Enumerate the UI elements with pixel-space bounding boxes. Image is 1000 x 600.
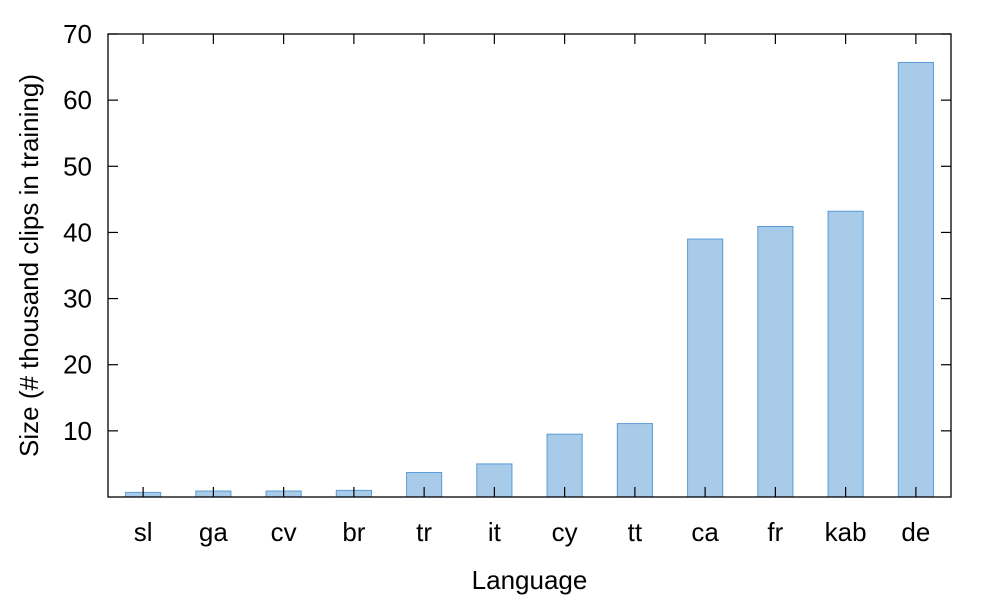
x-tick-label-cy: cy — [552, 517, 578, 547]
y-tick-label-20: 20 — [63, 350, 92, 380]
y-tick-label-50: 50 — [63, 151, 92, 181]
bars-group — [125, 61, 934, 498]
y-tick-label-70: 70 — [63, 19, 92, 49]
y-tick-label-60: 60 — [63, 85, 92, 115]
x-tick-label-br: br — [342, 517, 365, 547]
ticks-group — [108, 33, 951, 497]
x-tick-label-fr: fr — [767, 517, 783, 547]
x-tick-label-sl: sl — [134, 517, 153, 547]
x-tick-label-tt: tt — [628, 517, 643, 547]
bar-fr — [757, 225, 794, 498]
x-tick-label-cv: cv — [271, 517, 297, 547]
x-tick-label-de: de — [901, 517, 930, 547]
y-tick-label-10: 10 — [63, 416, 92, 446]
x-tick-label-ga: ga — [199, 517, 228, 547]
bar-cy — [546, 433, 583, 498]
bar-ca — [687, 238, 724, 498]
x-axis-title: Language — [472, 565, 588, 595]
y-tick-label-40: 40 — [63, 217, 92, 247]
bar-de — [897, 61, 934, 498]
y-tick-labels: 10 20 30 40 50 60 70 — [63, 19, 92, 446]
x-tick-label-it: it — [488, 517, 502, 547]
y-tick-label-30: 30 — [63, 284, 92, 314]
y-axis-title: Size (# thousand clips in training) — [14, 74, 44, 457]
plot-frame — [107, 33, 952, 498]
x-tick-label-ca: ca — [691, 517, 719, 547]
bar-tt — [616, 423, 653, 498]
bar-kab — [827, 210, 864, 498]
x-tick-label-tr: tr — [416, 517, 432, 547]
x-tick-labels: sl ga cv br tr it cy tt ca fr kab de — [134, 517, 931, 547]
x-tick-label-kab: kab — [825, 517, 867, 547]
